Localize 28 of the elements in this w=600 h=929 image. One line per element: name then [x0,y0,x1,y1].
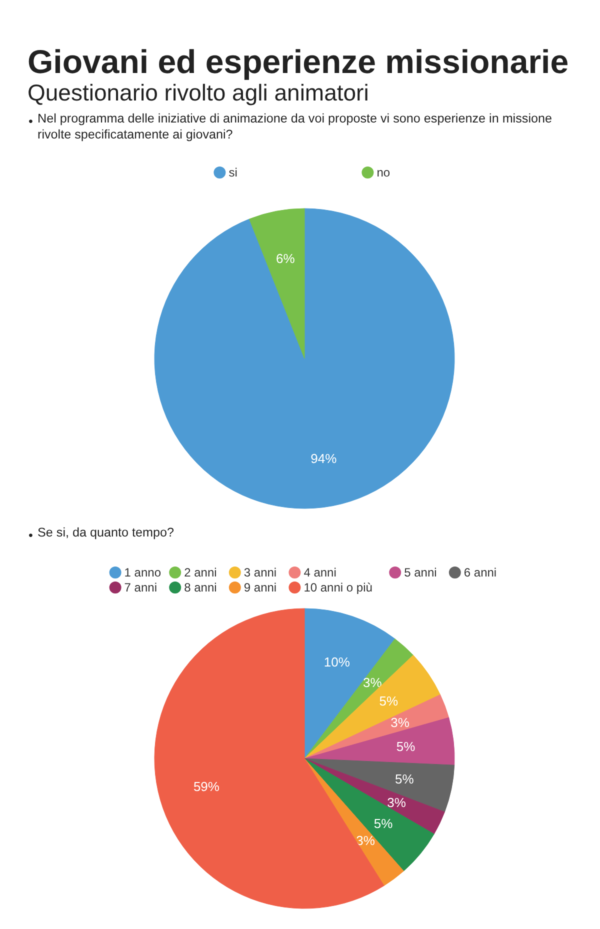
text: • Se si, da quanto tempo? [28,526,174,542]
data-label: 10% [324,654,350,670]
text: • Nel programma delle iniziative di animazione da voi proposte vi sono esperienze in missione rivolte specificatamente ai giovani? [28,112,552,142]
chart-subtitle: Questionario rivolto agli animatori [28,80,369,106]
data-label: 59% [193,779,220,794]
chart-title: Giovani ed esperienze missionarie [28,43,569,80]
data-label: 3% [387,795,406,810]
legend-label: 8 anni [184,580,217,594]
data-label: 3% [356,832,376,848]
data-label: 5% [394,772,414,787]
data-label: 3% [390,715,410,730]
legend-label: no [376,166,390,180]
data-label: 6% [276,250,296,266]
legend-label: 1 anno [124,566,162,580]
legend-label: 4 anni [304,566,336,580]
legend-label: 6 anni [464,566,497,580]
data-label: 5% [396,739,416,754]
data-label: 5% [374,816,394,831]
legend-label: 3 anni [244,566,277,580]
legend-label: 9 anni [244,580,277,594]
data-label: 94% [310,451,338,466]
legend-label: 5 anni [404,566,437,580]
legend-label: 7 anni [124,580,158,594]
legend-label: 2 anni [184,566,217,580]
data-label: 5% [379,693,399,708]
legend-label: si [228,166,238,180]
legend-label: 10 anni o più [304,580,372,594]
data-label: 3% [363,674,382,690]
